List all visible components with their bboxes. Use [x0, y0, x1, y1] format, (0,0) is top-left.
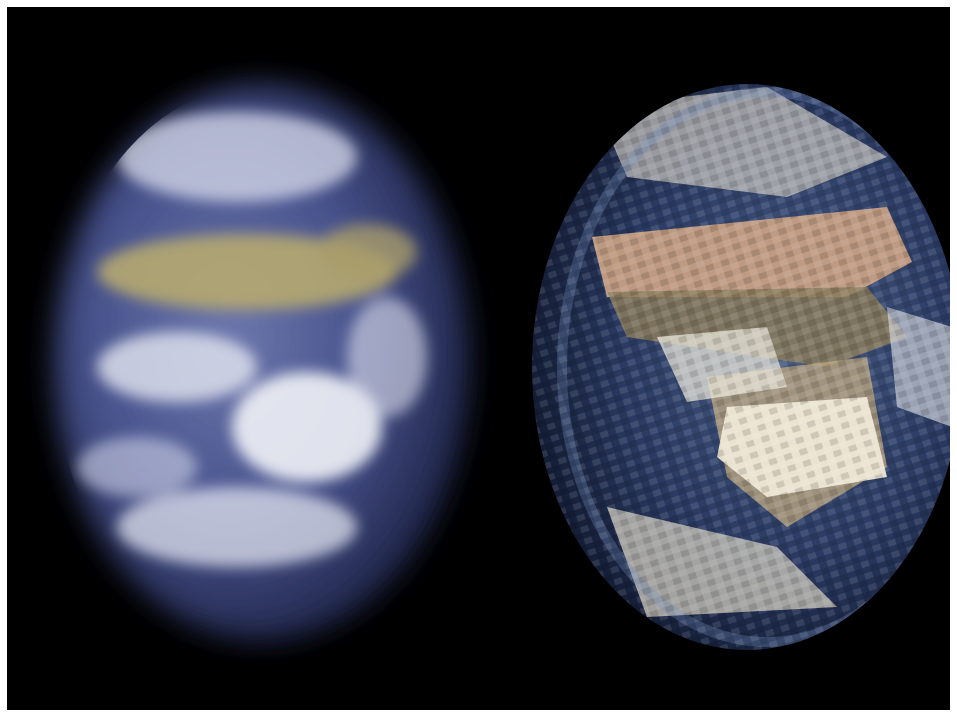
right-earth-features: [532, 84, 950, 650]
image-frame: [7, 7, 950, 710]
left-earth-features: [77, 112, 427, 567]
earth-comparison-scene: [54, 84, 950, 650]
